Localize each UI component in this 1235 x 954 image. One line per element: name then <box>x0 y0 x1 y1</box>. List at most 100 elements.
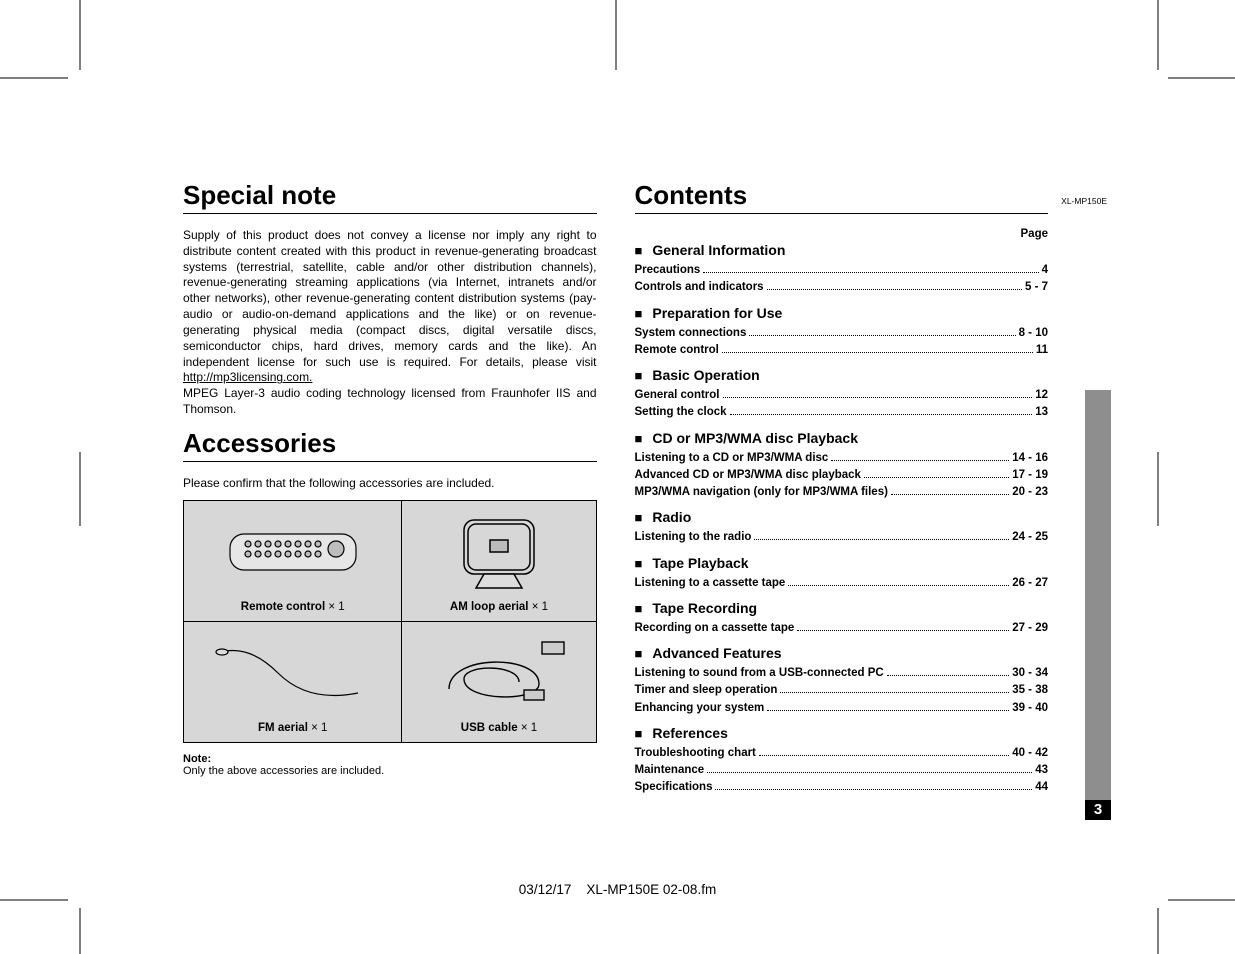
toc-entry-page: 27 - 29 <box>1012 620 1048 637</box>
am-label: AM loop aerial <box>450 601 529 613</box>
toc-leader-dots <box>864 477 1009 478</box>
toc-entry-page: 20 - 23 <box>1012 484 1048 501</box>
toc-entry[interactable]: System connections 8 - 10 <box>635 325 1049 342</box>
toc-entry-label: Controls and indicators <box>635 279 764 296</box>
toc-entry-label: Listening to the radio <box>635 529 752 546</box>
mpeg-credit: MPEG Layer-3 audio coding technology lic… <box>183 386 597 418</box>
toc-entry-page: 17 - 19 <box>1012 467 1048 484</box>
toc-entry[interactable]: MP3/WMA navigation (only for MP3/WMA fil… <box>635 484 1049 501</box>
toc-entry-page: 39 - 40 <box>1012 700 1048 717</box>
toc-entry[interactable]: Maintenance 43 <box>635 762 1049 779</box>
footer-date: 03/12/17 <box>519 882 572 897</box>
toc-leader-dots <box>780 692 1009 693</box>
note-text: Only the above accessories are included. <box>183 765 597 777</box>
toc-entry-page: 43 <box>1035 762 1048 779</box>
license-link[interactable]: http://mp3licensing.com. <box>183 370 312 384</box>
toc-entry[interactable]: Listening to a cassette tape 26 - 27 <box>635 575 1049 592</box>
page-number: 3 <box>1085 800 1111 820</box>
fm-label: FM aerial <box>258 722 308 734</box>
page-column-label: Page <box>635 228 1049 240</box>
toc-entry-page: 44 <box>1035 779 1048 796</box>
toc-entry-label: Enhancing your system <box>635 700 765 717</box>
toc-entry-label: Listening to a cassette tape <box>635 575 786 592</box>
toc-entry[interactable]: Setting the clock13 <box>635 404 1049 421</box>
toc-leader-dots <box>730 414 1033 415</box>
license-text: Supply of this product does not convey a… <box>183 228 597 369</box>
toc-entry[interactable]: Remote control 11 <box>635 342 1049 359</box>
toc-entry-page: 26 - 27 <box>1012 575 1048 592</box>
toc-entry-label: Listening to a CD or MP3/WMA disc <box>635 450 829 467</box>
toc-entry-page: 30 - 34 <box>1012 665 1048 682</box>
toc-leader-dots <box>715 789 1032 790</box>
remote-control-illustration <box>188 507 397 597</box>
toc-entry[interactable]: Listening to the radio 24 - 25 <box>635 529 1049 546</box>
toc-entry[interactable]: Listening to a CD or MP3/WMA disc 14 - 16 <box>635 450 1049 467</box>
usb-qty: × 1 <box>518 722 538 734</box>
toc-entry-label: Remote control <box>635 342 719 359</box>
toc-leader-dots <box>703 272 1038 273</box>
toc-entry[interactable]: Timer and sleep operation35 - 38 <box>635 682 1049 699</box>
section-tab-label: General Information <box>1088 390 1108 735</box>
footer: 03/12/17 XL-MP150E 02-08.fm <box>0 882 1235 897</box>
toc-leader-dots <box>707 772 1032 773</box>
toc-entry-label: Recording on a cassette tape <box>635 620 795 637</box>
special-note-heading: Special note <box>183 180 597 214</box>
toc-entry-label: Troubleshooting chart <box>635 745 756 762</box>
footer-filename: XL-MP150E 02-08.fm <box>586 882 716 897</box>
accessories-intro: Please confirm that the following access… <box>183 476 597 490</box>
accessories-table: Remote control × 1 AM loop aerial × 1 <box>183 500 597 743</box>
toc-entry-label: Maintenance <box>635 762 705 779</box>
usb-cable-illustration <box>406 628 591 718</box>
toc-entry-page: 24 - 25 <box>1012 529 1048 546</box>
am-loop-illustration <box>406 507 591 597</box>
toc-leader-dots <box>767 289 1022 290</box>
toc-section-heading: Preparation for Use <box>635 305 1049 321</box>
toc-entry-page: 12 <box>1035 387 1048 404</box>
toc-leader-dots <box>891 494 1009 495</box>
license-paragraph: Supply of this product does not convey a… <box>183 228 597 386</box>
toc-leader-dots <box>767 710 1009 711</box>
toc-entry-page: 5 - 7 <box>1025 279 1048 296</box>
toc-section-heading: Tape Playback <box>635 555 1049 571</box>
toc-entry-label: Setting the clock <box>635 404 727 421</box>
toc-entry-label: Specifications <box>635 779 713 796</box>
left-column: Special note Supply of this product does… <box>183 180 597 805</box>
toc-section-heading: References <box>635 725 1049 741</box>
toc-leader-dots <box>723 397 1033 398</box>
contents-heading: Contents <box>635 180 1049 214</box>
toc-entry-label: Listening to sound from a USB-connected … <box>635 665 884 682</box>
accessory-cell-usb-cable: USB cable × 1 <box>402 621 596 742</box>
toc-entry[interactable]: Specifications 44 <box>635 779 1049 796</box>
toc-section-heading: Basic Operation <box>635 367 1049 383</box>
toc-leader-dots <box>887 675 1010 676</box>
toc-entry[interactable]: Advanced CD or MP3/WMA disc playback 17 -… <box>635 467 1049 484</box>
toc-entry[interactable]: Enhancing your system 39 - 40 <box>635 700 1049 717</box>
toc-entry-page: 14 - 16 <box>1012 450 1048 467</box>
toc-entry-page: 11 <box>1036 342 1048 359</box>
usb-label: USB cable <box>461 722 518 734</box>
right-column: Contents Page General InformationPrecaut… <box>635 180 1049 805</box>
remote-qty: × 1 <box>325 601 345 613</box>
toc-entry[interactable]: Precautions4 <box>635 262 1049 279</box>
toc-entry-label: System connections <box>635 325 747 342</box>
toc-entry[interactable]: Troubleshooting chart 40 - 42 <box>635 745 1049 762</box>
content-area: Special note Supply of this product does… <box>183 180 1048 805</box>
remote-label: Remote control <box>241 601 325 613</box>
toc-entry-page: 8 - 10 <box>1019 325 1048 342</box>
toc-entry[interactable]: Recording on a cassette tape 27 - 29 <box>635 620 1049 637</box>
table-of-contents: General InformationPrecautions4Controls … <box>635 242 1049 797</box>
toc-entry-label: Advanced CD or MP3/WMA disc playback <box>635 467 861 484</box>
toc-leader-dots <box>759 755 1009 756</box>
am-qty: × 1 <box>529 601 549 613</box>
toc-entry[interactable]: Listening to sound from a USB-connected … <box>635 665 1049 682</box>
toc-leader-dots <box>797 630 1009 631</box>
toc-section-heading: Tape Recording <box>635 600 1049 616</box>
toc-entry-label: Timer and sleep operation <box>635 682 778 699</box>
toc-leader-dots <box>788 585 1009 586</box>
toc-entry[interactable]: General control12 <box>635 387 1049 404</box>
toc-section-heading: CD or MP3/WMA disc Playback <box>635 430 1049 446</box>
toc-entry-page: 40 - 42 <box>1012 745 1048 762</box>
toc-entry[interactable]: Controls and indicators 5 - 7 <box>635 279 1049 296</box>
fm-aerial-illustration <box>188 628 397 718</box>
model-code: XL-MP150E <box>1061 196 1107 206</box>
